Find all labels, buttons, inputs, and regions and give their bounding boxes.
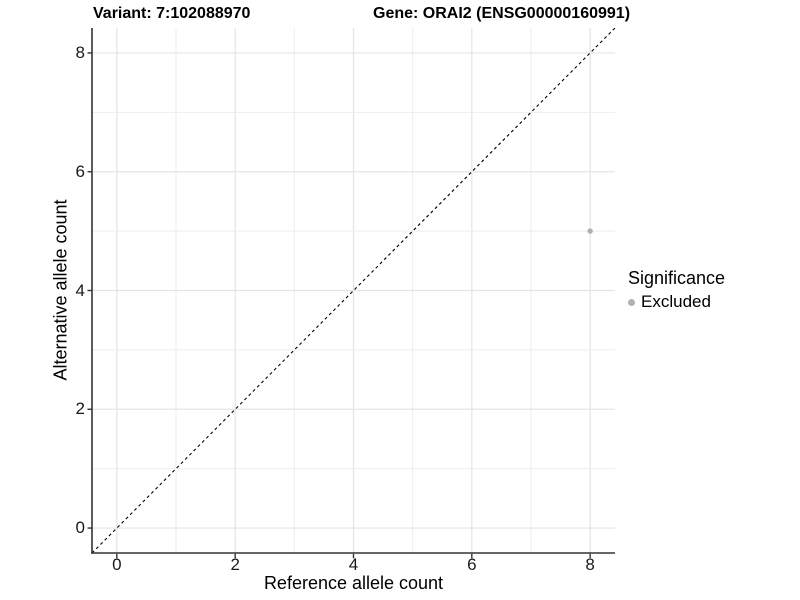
y-axis-title: Alternative allele count bbox=[50, 199, 71, 381]
x-tick-label: 0 bbox=[112, 555, 122, 574]
legend-item-label: Excluded bbox=[641, 292, 711, 311]
x-axis-title: Reference allele count bbox=[263, 573, 444, 593]
x-tick-label: 6 bbox=[467, 555, 477, 574]
x-tick-label: 4 bbox=[348, 555, 359, 574]
y-tick-label: 6 bbox=[75, 161, 85, 181]
y-tick-label: 0 bbox=[75, 518, 85, 538]
x-tick-label: 8 bbox=[585, 555, 595, 574]
data-point bbox=[587, 228, 593, 234]
legend-title: Significance bbox=[628, 268, 726, 288]
plot-panel bbox=[87, 28, 616, 559]
legend-item-excluded: Excluded bbox=[628, 292, 725, 312]
excluded-marker-circle-icon bbox=[628, 298, 635, 306]
gene-title: Gene: ORAI2 (ENSG00000160991) bbox=[373, 5, 631, 22]
variant-title: Variant: 7:102088970 bbox=[93, 5, 251, 22]
x-tick-label: 2 bbox=[230, 555, 240, 574]
y-tick-label: 8 bbox=[75, 42, 85, 62]
y-tick-label: 2 bbox=[75, 399, 85, 419]
y-tick-label: 4 bbox=[75, 280, 85, 300]
legend: Significance Excluded bbox=[628, 268, 725, 312]
